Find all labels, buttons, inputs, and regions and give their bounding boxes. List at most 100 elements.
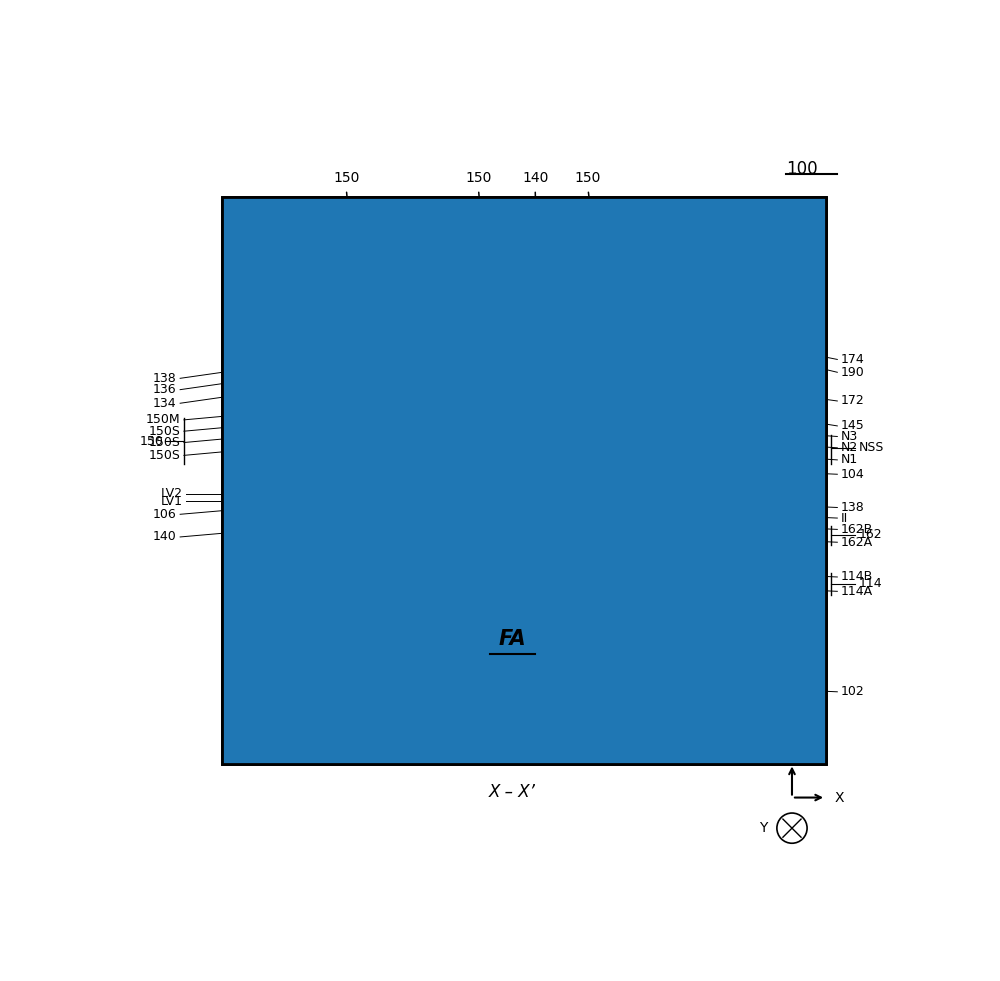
Point: [258, 325, 274, 340]
Point: [812, 297, 828, 313]
Point: [805, 249, 821, 265]
Point: [290, 419, 306, 435]
Point: [225, 317, 241, 333]
Point: [436, 403, 452, 419]
Point: [722, 275, 738, 290]
Point: [573, 405, 589, 421]
Point: [687, 406, 703, 422]
Point: [287, 382, 303, 397]
Point: [445, 387, 461, 402]
Point: [446, 408, 462, 424]
Point: [452, 382, 468, 397]
Point: [455, 395, 471, 411]
Point: [433, 409, 449, 425]
Point: [437, 402, 453, 418]
Point: [222, 237, 238, 253]
Point: [567, 386, 583, 401]
Point: [733, 283, 749, 298]
Point: [301, 347, 317, 363]
Point: [724, 242, 740, 258]
Point: [306, 406, 322, 422]
Point: [264, 418, 280, 434]
Point: [458, 356, 474, 372]
Point: [442, 386, 458, 401]
Text: 150S: 150S: [148, 436, 180, 449]
Point: [249, 384, 265, 399]
Point: [568, 396, 584, 412]
Point: [440, 413, 456, 429]
Point: [752, 289, 768, 305]
Point: [726, 235, 742, 251]
Point: [697, 326, 713, 341]
Point: [262, 387, 278, 403]
Point: [446, 382, 462, 397]
Point: [229, 396, 245, 412]
Point: [766, 412, 782, 428]
Point: [563, 322, 579, 337]
Point: [261, 410, 277, 426]
Point: [567, 394, 583, 410]
Point: [219, 413, 235, 429]
Text: N3: N3: [841, 430, 858, 443]
Point: [567, 422, 583, 438]
Point: [755, 376, 771, 391]
Point: [248, 286, 264, 302]
Point: [574, 408, 590, 424]
Point: [459, 275, 475, 290]
Polygon shape: [229, 588, 818, 601]
Point: [732, 380, 748, 395]
Point: [798, 334, 814, 349]
Point: [325, 240, 341, 256]
Point: [289, 330, 305, 345]
Point: [703, 308, 719, 324]
Point: [569, 268, 585, 284]
Point: [288, 404, 304, 420]
Point: [430, 404, 446, 420]
Point: [779, 229, 795, 244]
Point: [756, 234, 772, 250]
Point: [289, 397, 305, 413]
Point: [439, 362, 455, 378]
Point: [440, 387, 456, 402]
Text: 114: 114: [858, 577, 882, 591]
Point: [774, 388, 790, 404]
Point: [563, 396, 579, 412]
Point: [779, 398, 795, 414]
Point: [692, 364, 708, 380]
Point: [567, 405, 583, 421]
Point: [268, 376, 284, 391]
Point: [433, 395, 449, 411]
Point: [578, 318, 594, 334]
Point: [287, 206, 303, 222]
Point: [248, 275, 264, 290]
Point: [735, 248, 751, 264]
Point: [455, 407, 471, 423]
Point: [572, 409, 588, 425]
Polygon shape: [463, 299, 569, 477]
Point: [715, 343, 731, 359]
Point: [452, 314, 468, 330]
Point: [314, 389, 330, 405]
Point: [734, 206, 750, 222]
Point: [764, 243, 780, 259]
Point: [258, 215, 274, 231]
Point: [281, 212, 297, 228]
Point: [442, 418, 458, 434]
Point: [432, 214, 448, 230]
Point: [758, 247, 774, 263]
Point: [448, 207, 464, 223]
Point: [572, 410, 588, 426]
Point: [445, 389, 461, 405]
Point: [258, 290, 274, 306]
Point: [685, 269, 701, 284]
Point: [571, 268, 587, 284]
Point: [432, 395, 448, 411]
Point: [440, 238, 456, 254]
Point: [565, 265, 581, 281]
Point: [701, 302, 717, 318]
Point: [260, 300, 276, 316]
Point: [562, 397, 578, 413]
Point: [726, 387, 742, 403]
Point: [773, 321, 789, 336]
Point: [452, 333, 468, 348]
